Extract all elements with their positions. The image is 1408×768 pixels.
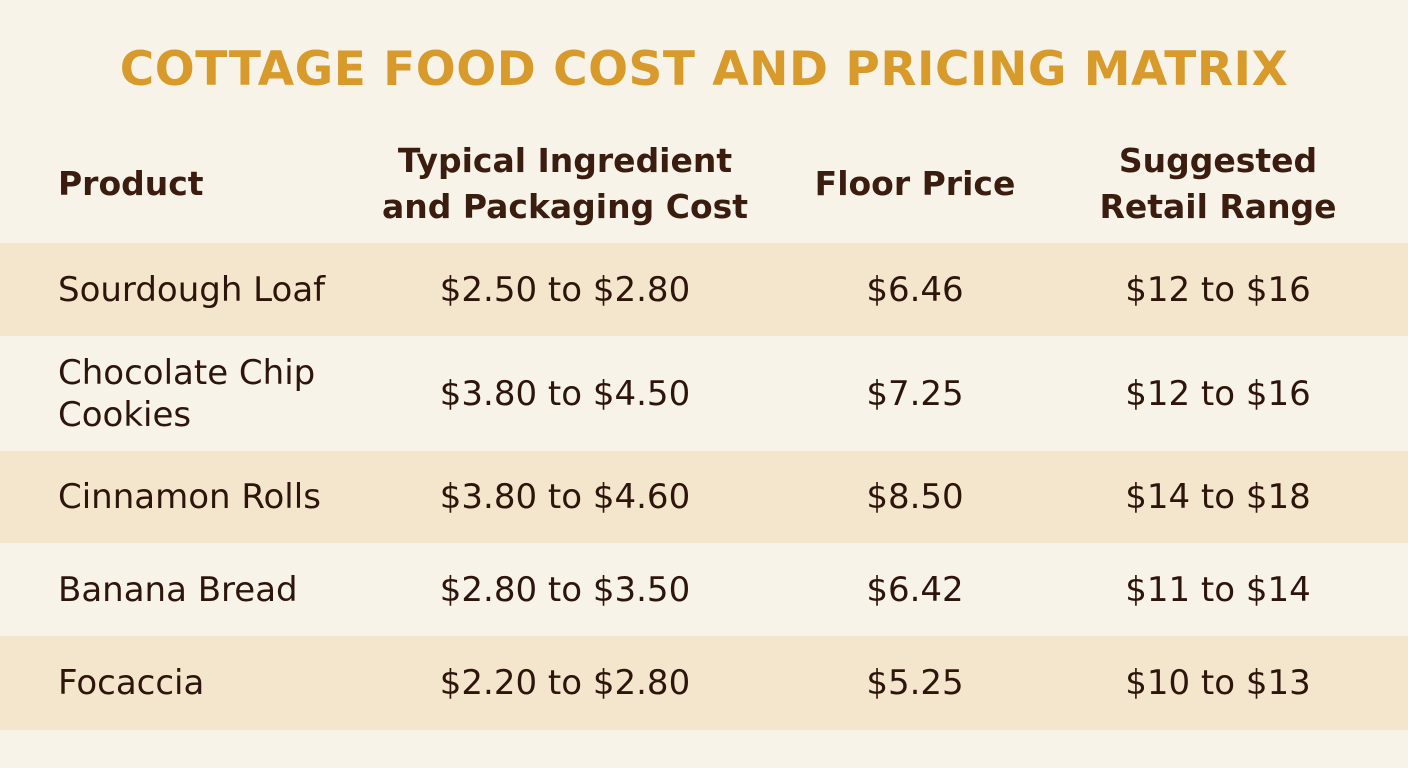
table-row: Sourdough Loaf $2.50 to $2.80 $6.46 $12 … xyxy=(0,243,1408,336)
cell-product: Cinnamon Rolls xyxy=(58,477,321,517)
cell-floor-price: $5.25 xyxy=(866,663,964,703)
cell-product: Sourdough Loaf xyxy=(58,269,326,310)
table-row: Banana Bread $2.80 to $3.50 $6.42 $11 to… xyxy=(0,543,1408,636)
cell-cost: $2.20 to $2.80 xyxy=(439,663,691,703)
cell-product: Focaccia xyxy=(58,663,205,703)
header-cost: Typical Ingredient and Packaging Cost xyxy=(381,141,749,226)
header-floor-price: Floor Price xyxy=(814,164,1016,203)
header-retail-range: Suggested Retail Range xyxy=(1099,141,1337,226)
cell-floor-price: $6.46 xyxy=(866,269,964,310)
cell-retail-range: $11 to $14 xyxy=(1125,569,1311,610)
cell-floor-price: $8.50 xyxy=(866,477,964,517)
table-row: Cinnamon Rolls $3.80 to $4.60 $8.50 $14 … xyxy=(0,451,1408,543)
table-row: Focaccia $2.20 to $2.80 $5.25 $10 to $13 xyxy=(0,636,1408,730)
table-row: Chocolate Chip Cookies $3.80 to $4.50 $7… xyxy=(0,336,1408,451)
cell-retail-range: $12 to $16 xyxy=(1125,269,1311,310)
cell-retail-range: $14 to $18 xyxy=(1125,477,1311,517)
cell-retail-range: $12 to $16 xyxy=(1125,373,1311,414)
cell-retail-range: $10 to $13 xyxy=(1125,663,1311,703)
cell-cost: $3.80 to $4.50 xyxy=(439,373,691,414)
cell-cost: $3.80 to $4.60 xyxy=(439,477,691,517)
cell-floor-price: $6.42 xyxy=(866,569,964,610)
cell-floor-price: $7.25 xyxy=(866,373,964,414)
cell-cost: $2.50 to $2.80 xyxy=(439,269,691,310)
table-footer-band xyxy=(0,730,1408,768)
cell-cost: $2.80 to $3.50 xyxy=(439,569,691,610)
table-header: Product Typical Ingredient and Packaging… xyxy=(0,126,1408,242)
page-title: COTTAGE FOOD COST AND PRICING MATRIX xyxy=(119,42,1289,97)
cell-product: Banana Bread xyxy=(58,569,298,610)
header-product: Product xyxy=(58,164,204,203)
cell-product: Chocolate Chip Cookies xyxy=(58,352,316,435)
